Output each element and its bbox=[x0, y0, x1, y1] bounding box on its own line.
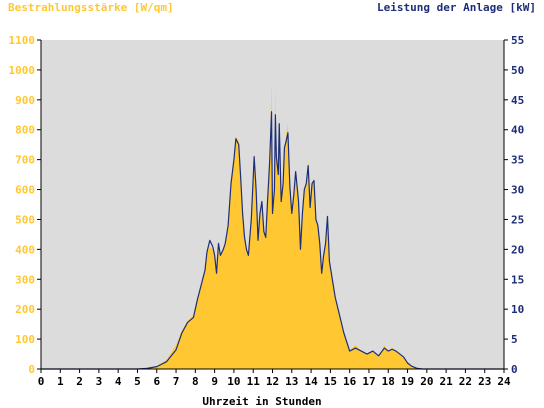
plot-series bbox=[41, 81, 504, 370]
x-tick-label: 10 bbox=[227, 375, 240, 388]
x-tick-label: 16 bbox=[343, 375, 357, 388]
x-tick-label: 3 bbox=[96, 375, 103, 388]
left-tick-label: 800 bbox=[15, 124, 35, 137]
x-tick-label: 7 bbox=[173, 375, 180, 388]
x-tick-label: 17 bbox=[362, 375, 375, 388]
right-axis-title: Leistung der Anlage [kW] bbox=[377, 1, 536, 14]
right-tick-label: 0 bbox=[511, 363, 518, 376]
left-tick-label: 400 bbox=[15, 243, 35, 256]
right-tick-label: 55 bbox=[511, 34, 524, 47]
x-tick-label: 18 bbox=[382, 375, 395, 388]
left-tick-label: 1000 bbox=[9, 64, 36, 77]
right-tick-label: 20 bbox=[511, 243, 524, 256]
x-axis-title: Uhrzeit in Stunden bbox=[202, 395, 321, 408]
x-tick-label: 9 bbox=[211, 375, 218, 388]
left-tick-label: 500 bbox=[15, 213, 35, 226]
left-tick-label: 1100 bbox=[9, 34, 36, 47]
x-tick-label: 2 bbox=[76, 375, 83, 388]
x-tick-label: 11 bbox=[247, 375, 261, 388]
x-tick-label: 14 bbox=[304, 375, 318, 388]
right-tick-label: 30 bbox=[511, 184, 524, 197]
right-tick-label: 5 bbox=[511, 333, 518, 346]
left-tick-label: 0 bbox=[28, 363, 35, 376]
right-tick-label: 40 bbox=[511, 124, 524, 137]
x-tick-label: 23 bbox=[478, 375, 491, 388]
x-tick-label: 22 bbox=[459, 375, 472, 388]
x-tick-label: 4 bbox=[115, 375, 122, 388]
right-tick-label: 45 bbox=[511, 94, 524, 107]
x-tick-label: 6 bbox=[153, 375, 160, 388]
left-tick-label: 700 bbox=[15, 154, 35, 167]
x-tick-label: 15 bbox=[324, 375, 337, 388]
right-axis: 0 5 10 15 20 25 30 35 40 45 50 55 bbox=[504, 34, 524, 376]
x-tick-label: 19 bbox=[401, 375, 414, 388]
x-tick-label: 21 bbox=[440, 375, 454, 388]
left-tick-label: 900 bbox=[15, 94, 35, 107]
right-tick-label: 15 bbox=[511, 273, 524, 286]
x-axis: 0 1 2 3 4 5 6 7 8 9 10 11 12 13 14 15 16 17 18 19 20 21 22 23 24 bbox=[38, 369, 511, 388]
power-line bbox=[41, 111, 504, 370]
left-tick-label: 300 bbox=[15, 273, 35, 286]
x-tick-label: 12 bbox=[266, 375, 279, 388]
x-tick-label: 24 bbox=[497, 375, 511, 388]
x-tick-label: 5 bbox=[134, 375, 141, 388]
left-tick-label: 600 bbox=[15, 184, 35, 197]
right-tick-label: 10 bbox=[511, 303, 524, 316]
left-tick-label: 200 bbox=[15, 303, 35, 316]
x-tick-label: 13 bbox=[285, 375, 298, 388]
right-tick-label: 35 bbox=[511, 154, 524, 167]
left-tick-label: 100 bbox=[15, 333, 35, 346]
left-axis: 0 100 200 300 400 500 600 700 800 900 1000 1100 bbox=[9, 34, 41, 376]
x-tick-label: 1 bbox=[57, 375, 64, 388]
left-axis-title: Bestrahlungsstärke [W/qm] bbox=[8, 1, 174, 14]
irradiance-area bbox=[137, 81, 427, 370]
x-tick-label: 8 bbox=[192, 375, 199, 388]
x-tick-label: 0 bbox=[38, 375, 45, 388]
right-tick-label: 50 bbox=[511, 64, 524, 77]
x-tick-label: 20 bbox=[420, 375, 433, 388]
right-tick-label: 25 bbox=[511, 213, 524, 226]
